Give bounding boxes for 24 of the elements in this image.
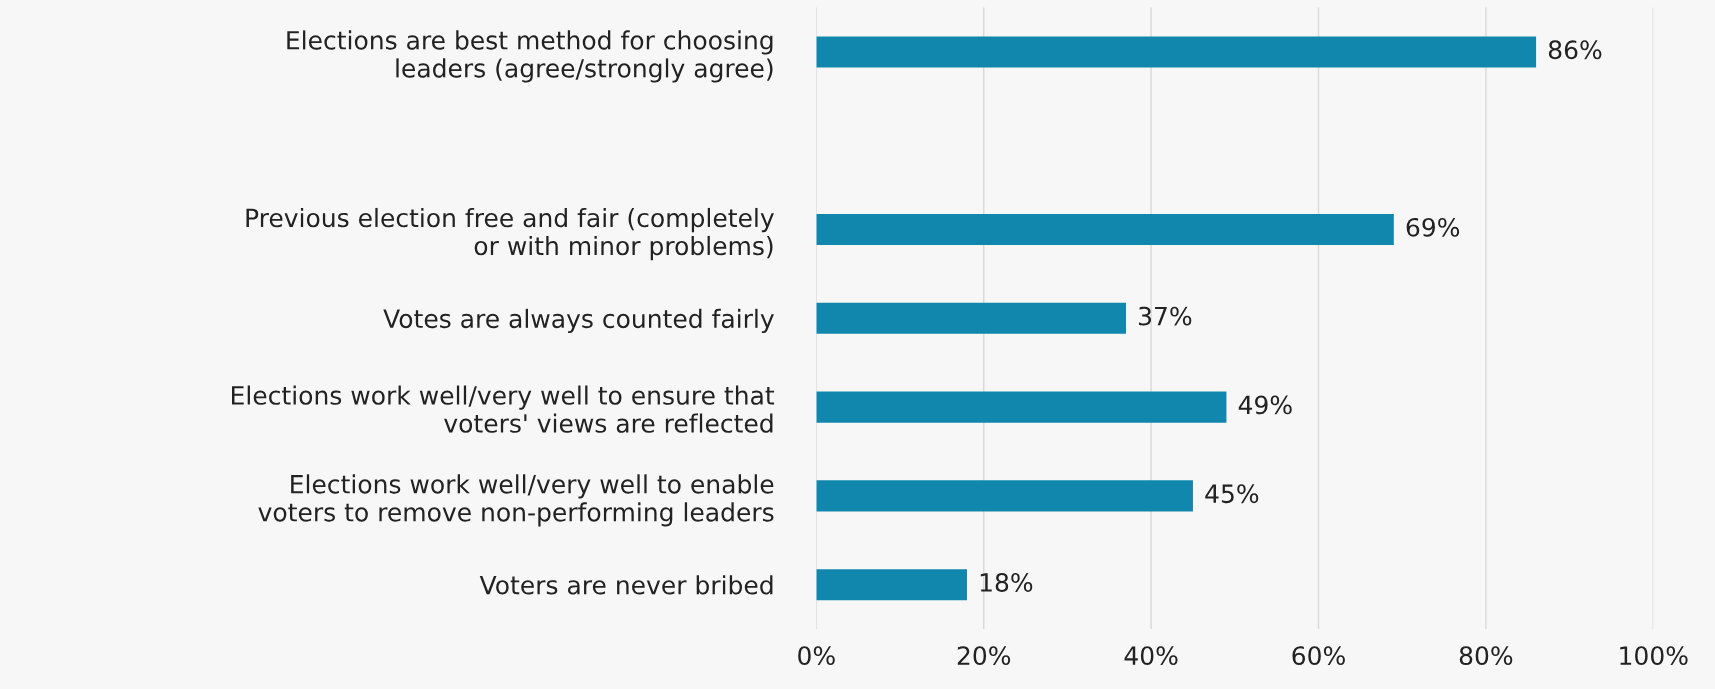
data-label: 45% — [1205, 484, 1259, 504]
bar — [816, 391, 1227, 423]
x-tick-label: 100% — [1620, 646, 1688, 666]
y-tick-label: Previous election free and fair (completely or with minor problems) — [246, 207, 774, 261]
y-tick-label: Votes are always counted fairly — [383, 308, 774, 334]
bar — [816, 569, 967, 601]
y-tick-label: Voters are never bribed — [479, 575, 773, 595]
bar — [816, 302, 1126, 334]
x-tick-label: 80% — [1459, 646, 1513, 666]
y-tick-label: Elections are best method for choosing leaders (agree/strongly agree) — [287, 30, 773, 83]
y-tick-label: Elections work well/very well to enable voters to remove non-performing leaders — [258, 474, 774, 527]
data-label: 49% — [1238, 395, 1292, 415]
bar — [816, 36, 1537, 68]
data-label: 69% — [1406, 217, 1460, 237]
data-label: 86% — [1548, 40, 1602, 60]
x-tick-label: 40% — [1124, 646, 1178, 666]
x-tick-label: 20% — [957, 646, 1011, 666]
x-tick-label: 60% — [1292, 646, 1345, 666]
y-tick-label: Elections work well/very well to ensure that voters' views are reflected — [232, 385, 775, 433]
data-label: 18% — [980, 573, 1033, 592]
data-label: 37% — [1139, 306, 1192, 326]
bar — [816, 214, 1394, 246]
bar — [816, 480, 1193, 512]
x-tick-label: 0% — [798, 646, 835, 666]
